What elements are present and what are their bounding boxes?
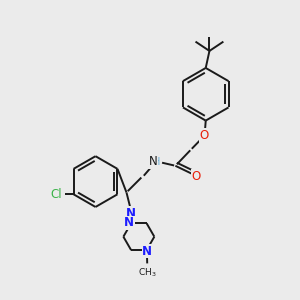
Text: N: N: [124, 216, 134, 229]
Text: Cl: Cl: [50, 188, 62, 201]
Text: N: N: [149, 155, 158, 168]
Text: N: N: [142, 245, 152, 258]
Text: N: N: [126, 207, 136, 220]
Text: O: O: [200, 129, 209, 142]
Text: CH$_3$: CH$_3$: [138, 266, 157, 279]
Text: H: H: [153, 157, 161, 167]
Text: O: O: [191, 169, 200, 182]
